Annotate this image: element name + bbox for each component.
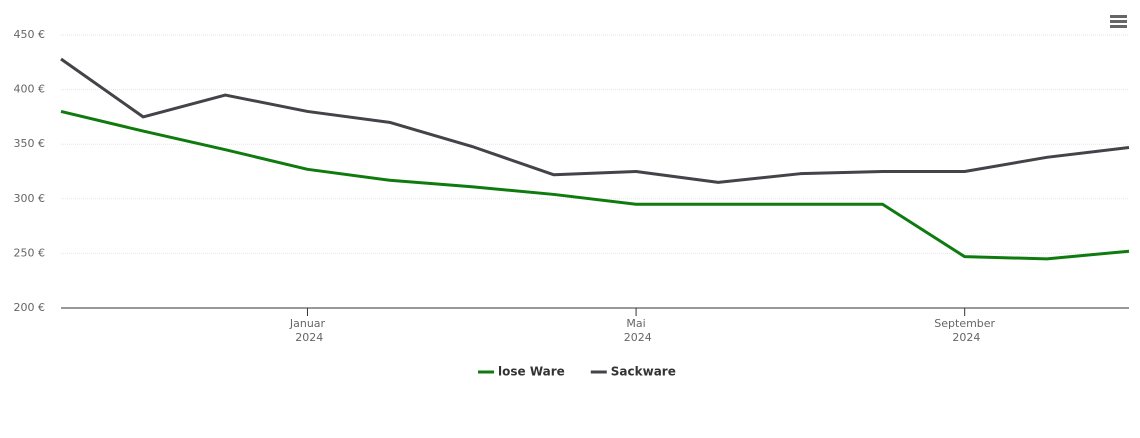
- series-line: [60, 109, 1130, 261]
- y-tick-label: 200 €: [14, 301, 46, 314]
- legend-item[interactable]: Sackware: [590, 365, 676, 379]
- legend-label: lose Ware: [498, 365, 565, 379]
- menu-bar: [1110, 25, 1127, 28]
- x-tick-label: Mai 2024: [620, 317, 652, 344]
- menu-bar: [1110, 15, 1127, 18]
- y-tick-label: 400 €: [14, 83, 46, 96]
- y-tick-label: 450 €: [14, 28, 46, 41]
- legend-label: Sackware: [611, 365, 676, 379]
- menu-bar: [1110, 20, 1127, 23]
- y-tick-label: 300 €: [14, 192, 46, 205]
- x-tick-label: Januar 2024: [289, 317, 326, 344]
- series-line: [60, 57, 1130, 184]
- y-tick-label: 250 €: [14, 246, 46, 259]
- menu-icon[interactable]: [1110, 15, 1127, 28]
- x-tick-label: September 2024: [934, 317, 995, 344]
- legend-item[interactable]: lose Ware: [478, 365, 565, 379]
- y-tick-label: 350 €: [14, 137, 46, 150]
